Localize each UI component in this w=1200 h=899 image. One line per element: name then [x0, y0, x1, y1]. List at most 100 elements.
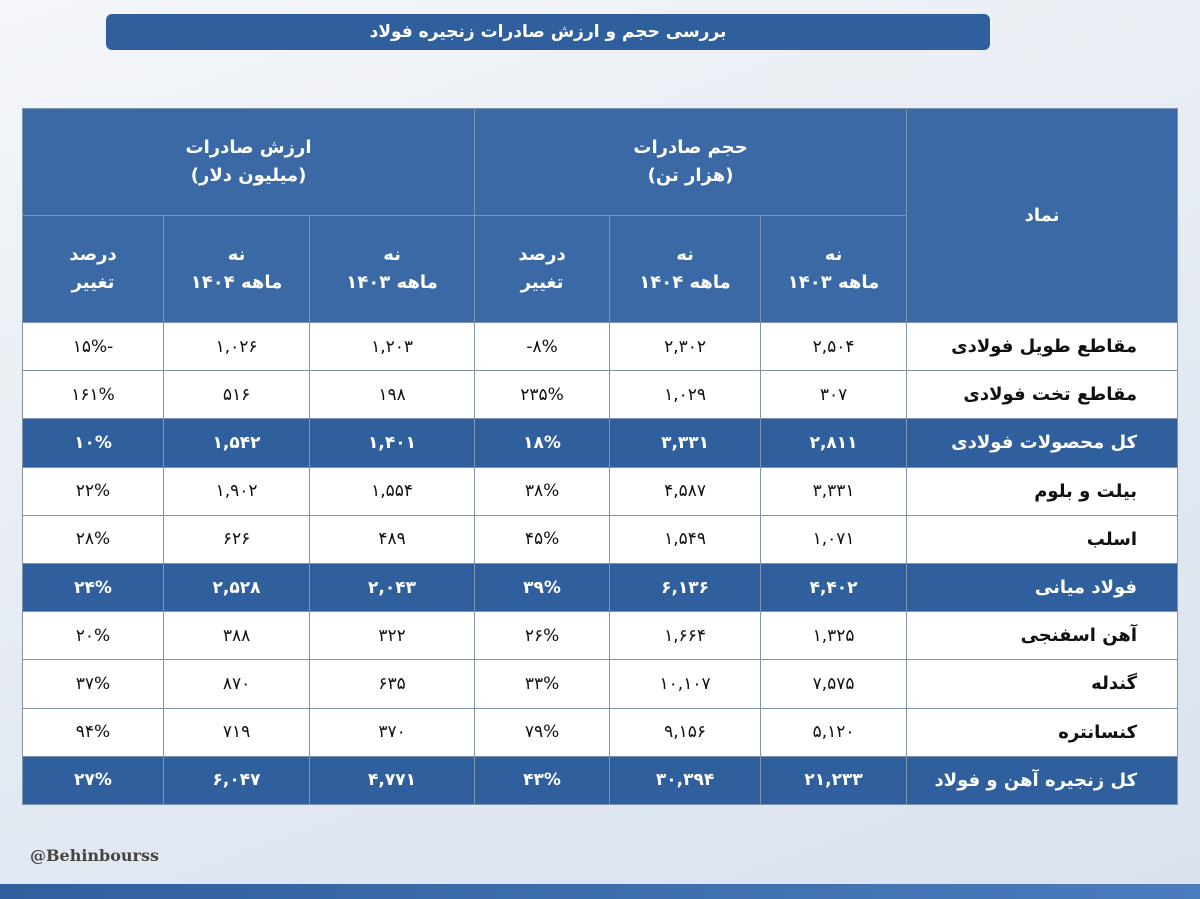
subheader: درصد تغییر [21, 215, 165, 323]
cell: ۱,۶۶۴ [609, 611, 762, 661]
cell: ۴,۵۸۷ [609, 466, 762, 516]
cell: ۳۹% [474, 562, 611, 613]
row-name: مقاطع طویل فولادی [906, 321, 1179, 372]
cell: ۲۲% [21, 466, 165, 516]
cell: ۱,۲۰۳ [309, 321, 476, 372]
cell: ۲۷% [21, 755, 165, 806]
row-name: کل زنجیره آهن و فولاد [906, 755, 1179, 806]
subheader: نه ماهه ۱۴۰۴ [609, 215, 762, 323]
table-row: فولاد میانی ۴,۴۰۲ ۶,۱۳۶ ۳۹% ۲,۰۴۳ ۲,۵۲۸ ۲۴% [21, 562, 1179, 613]
export-table: نماد حجم صادرات (هزار تن) ارزش صادرات (میلیو… [21, 108, 1179, 806]
cell: ۱۸% [474, 418, 611, 468]
cell: ۲,۸۱۱ [760, 418, 908, 468]
cell: ۱,۳۲۵ [760, 611, 908, 661]
row-name: گندله [906, 659, 1179, 709]
cell: ۷۹% [474, 707, 611, 757]
cell: ۳۷% [21, 659, 165, 709]
group-unit: (میلیون دلار) [190, 165, 307, 186]
cell: ۶,۱۳۶ [609, 562, 762, 613]
subheader-row: نه ماهه ۱۴۰۳ نه ماهه ۱۴۰۴ درصد تغییر نه ماهه ۱۴… [21, 215, 1178, 323]
cell: ۶۳۵ [309, 659, 476, 709]
table-body: مقاطع طویل فولادی ۲,۵۰۴ ۲,۳۰۲ -۸% ۱,۲۰۳ ۱,۰۲۶… [21, 321, 1179, 806]
symbol-header: نماد [906, 108, 1179, 323]
cell: ۲۰% [21, 611, 165, 661]
cell: ۱۰,۱۰۷ [609, 659, 762, 709]
cell: ۱,۴۰۱ [309, 418, 476, 468]
cell: -۸% [474, 321, 611, 372]
cell: ۲۸% [21, 514, 165, 564]
cell: ۱,۹۰۲ [163, 466, 311, 516]
subheader-line: ماهه ۱۴۰۴ [639, 272, 731, 293]
cell: ۳۸۸ [163, 611, 311, 661]
cell: ۱۹۸ [309, 370, 476, 420]
cell: ۱,۵۴۹ [609, 514, 762, 564]
subheader-line: ماهه ۱۴۰۳ [787, 272, 880, 293]
cell: ۳,۳۳۱ [609, 418, 762, 468]
table-row: اسلب ۱,۰۷۱ ۱,۵۴۹ ۴۵% ۴۸۹ ۶۲۶ ۲۸% [21, 514, 1179, 564]
cell: ۸۷۰ [163, 659, 311, 709]
cell: ۳۰,۳۹۴ [609, 755, 762, 806]
subheader-line: تغییر [520, 272, 564, 293]
cell: ۵,۱۲۰ [760, 707, 908, 757]
cell: ۳۸% [474, 466, 611, 516]
row-name: کنسانتره [906, 707, 1179, 757]
cell: ۱,۰۷۱ [760, 514, 908, 564]
subheader-line: نه [824, 244, 843, 265]
cell: ۱,۰۲۶ [163, 321, 311, 372]
cell: ۴,۴۰۲ [760, 562, 908, 613]
cell: ۱۵%- [21, 321, 165, 372]
row-name: فولاد میانی [906, 562, 1179, 613]
cell: ۳۰۷ [760, 370, 908, 420]
subheader: نه ماهه ۱۴۰۳ [309, 215, 476, 323]
cell: ۷,۵۷۵ [760, 659, 908, 709]
cell: ۳۷۰ [309, 707, 476, 757]
cell: ۲,۰۴۳ [309, 562, 476, 613]
bottom-stripe [0, 884, 1200, 899]
cell: ۹,۱۵۶ [609, 707, 762, 757]
subheader-line: نه [383, 244, 401, 265]
cell: ۹۴% [21, 707, 165, 757]
subheader-line: ماهه ۱۴۰۳ [346, 272, 438, 293]
cell: ۲,۵۲۸ [163, 562, 311, 613]
row-name: آهن اسفنجی [906, 611, 1179, 661]
table-row: آهن اسفنجی ۱,۳۲۵ ۱,۶۶۴ ۲۶% ۳۲۲ ۳۸۸ ۲۰% [21, 611, 1179, 661]
subheader-line: نه [676, 244, 694, 265]
footer-handle: @Behinbourss [30, 846, 159, 865]
header-row: نماد حجم صادرات (هزار تن) ارزش صادرات (میلیو… [21, 108, 1179, 323]
cell: ۶,۰۴۷ [163, 755, 311, 806]
cell: ۲۳۵% [474, 370, 611, 420]
cell: ۶۲۶ [163, 514, 311, 564]
subheader-line: تغییر [71, 272, 115, 293]
subheader: نه ماهه ۱۴۰۳ [760, 215, 908, 323]
cell: ۱۰% [21, 418, 165, 468]
table-row: مقاطع تخت فولادی ۳۰۷ ۱,۰۲۹ ۲۳۵% ۱۹۸ ۵۱۶ ۱۶۱% [21, 370, 1179, 420]
subheader-line: نه [227, 244, 246, 265]
table-row: مقاطع طویل فولادی ۲,۵۰۴ ۲,۳۰۲ -۸% ۱,۲۰۳ ۱,۰۲۶… [21, 321, 1179, 372]
cell: ۷۱۹ [163, 707, 311, 757]
cell: ۱۶۱% [21, 370, 165, 420]
cell: ۲,۳۰۲ [609, 321, 762, 372]
group-title: حجم صادرات [633, 137, 748, 158]
subheader: نه ماهه ۱۴۰۴ [163, 215, 311, 323]
table-row: کنسانتره ۵,۱۲۰ ۹,۱۵۶ ۷۹% ۳۷۰ ۷۱۹ ۹۴% [21, 707, 1179, 757]
subheader-line: ماهه ۱۴۰۴ [190, 272, 283, 293]
row-name: اسلب [906, 514, 1179, 564]
subheader-line: درصد [518, 244, 566, 265]
cell: ۱,۰۲۹ [609, 370, 762, 420]
subheader: درصد تغییر [474, 215, 611, 323]
cell: ۴۳% [474, 755, 611, 806]
row-name: مقاطع تخت فولادی [906, 370, 1179, 420]
cell: ۱,۵۴۲ [163, 418, 311, 468]
table-row: بیلت و بلوم ۳,۳۳۱ ۴,۵۸۷ ۳۸% ۱,۵۵۴ ۱,۹۰۲ ۲۲% [21, 466, 1179, 516]
group-unit: (هزار تن) [647, 165, 734, 186]
table-row: کل زنجیره آهن و فولاد ۲۱,۲۳۳ ۳۰,۳۹۴ ۴۳% ۴,۷۷… [21, 755, 1179, 806]
group-header: حجم صادرات (هزار تن) [474, 108, 908, 216]
cell: ۵۱۶ [163, 370, 311, 420]
cell: ۳,۳۳۱ [760, 466, 908, 516]
cell: ۲۴% [21, 562, 165, 613]
table-row: کل محصولات فولادی ۲,۸۱۱ ۳,۳۳۱ ۱۸% ۱,۴۰۱ ۱,۵۴۲… [21, 418, 1179, 468]
title-bar: بررسی حجم و ارزش صادرات زنجیره فولاد [106, 14, 990, 50]
subheader-line: درصد [69, 244, 117, 265]
cell: ۴,۷۷۱ [309, 755, 476, 806]
